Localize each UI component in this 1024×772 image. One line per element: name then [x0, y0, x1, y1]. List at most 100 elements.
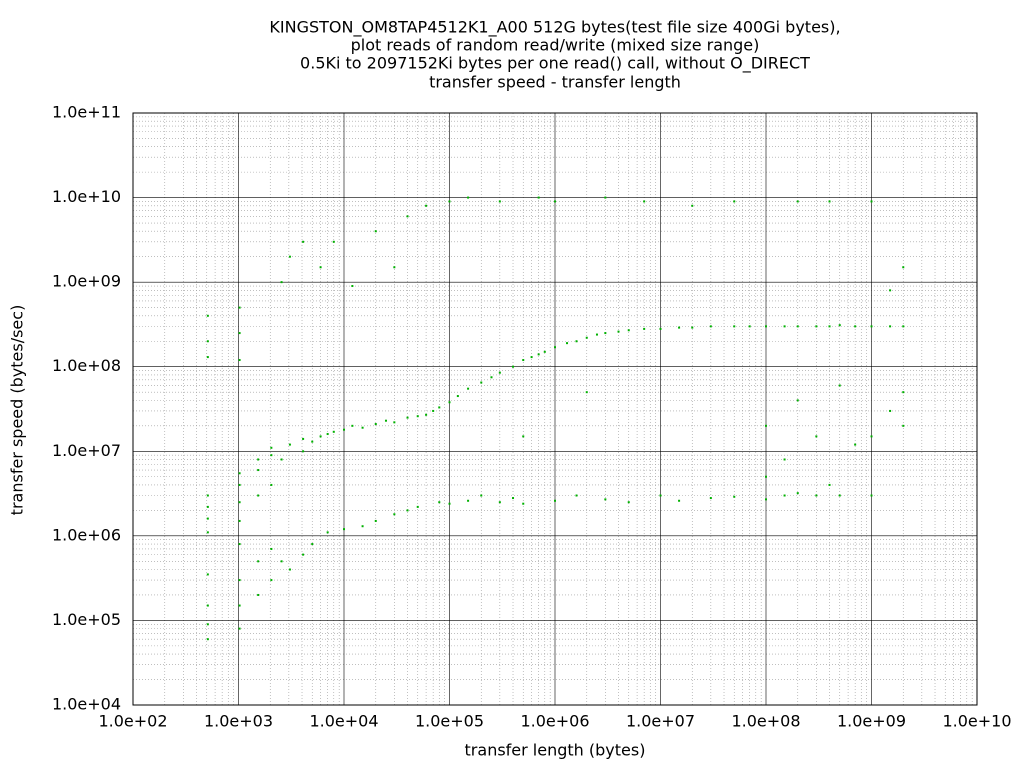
y-axis-label: transfer speed (bytes/sec) [8, 305, 27, 516]
point [604, 332, 607, 335]
point [206, 494, 209, 497]
y-tick-label: 1.0e+10 [52, 187, 121, 206]
point [585, 391, 588, 394]
point [554, 499, 556, 502]
point [270, 454, 273, 457]
point [467, 499, 470, 502]
point [498, 371, 501, 374]
point [512, 497, 515, 500]
point [343, 528, 345, 531]
point [257, 469, 260, 472]
point [448, 502, 451, 505]
point [257, 458, 260, 461]
point [870, 435, 873, 438]
point [480, 494, 483, 497]
point [206, 623, 209, 626]
point [238, 332, 241, 335]
y-tick-label: 1.0e+04 [52, 695, 121, 714]
point [448, 401, 451, 404]
point [765, 424, 767, 427]
point [456, 395, 459, 398]
point [828, 200, 831, 203]
point [617, 330, 620, 333]
point [374, 519, 377, 522]
point [709, 497, 712, 500]
point [659, 494, 662, 497]
point [438, 501, 441, 504]
point [854, 325, 857, 328]
x-tick-label: 1.0e+05 [415, 712, 484, 731]
point [522, 502, 525, 505]
point [627, 329, 630, 332]
point [311, 543, 314, 546]
point [206, 314, 209, 317]
point [709, 325, 712, 328]
point [815, 494, 818, 497]
point [206, 340, 209, 343]
point [838, 384, 841, 387]
x-tick-label: 1.0e+10 [942, 712, 1011, 731]
point [351, 424, 354, 427]
point [691, 326, 694, 329]
chart-title: transfer speed - transfer length [429, 73, 681, 92]
point [796, 492, 799, 495]
point [238, 483, 241, 486]
point [870, 325, 873, 328]
point [302, 240, 305, 243]
point [406, 215, 409, 218]
point [604, 498, 607, 501]
point [691, 204, 694, 207]
point [288, 443, 291, 446]
point [796, 200, 799, 203]
point [604, 196, 607, 199]
point [361, 525, 364, 528]
point [902, 391, 905, 394]
point [406, 416, 409, 419]
point [238, 359, 241, 362]
point [854, 443, 857, 446]
point [319, 435, 322, 438]
point [374, 423, 377, 426]
point [490, 376, 493, 379]
point [406, 509, 409, 512]
point [902, 424, 905, 427]
point [206, 531, 209, 534]
point [302, 450, 305, 453]
point [643, 200, 646, 203]
point [393, 513, 396, 516]
point [206, 517, 209, 520]
point [238, 543, 241, 546]
y-tick-label: 1.0e+09 [52, 272, 121, 291]
point [643, 327, 646, 330]
point [870, 494, 873, 497]
point [238, 604, 241, 607]
point [467, 387, 470, 390]
point [889, 289, 892, 292]
point [537, 196, 540, 199]
chart-title: plot reads of random read/write (mixed s… [351, 36, 760, 55]
x-tick-label: 1.0e+02 [98, 712, 167, 731]
point [351, 285, 354, 288]
x-axis-label: transfer length (bytes) [465, 741, 646, 760]
point [765, 498, 767, 501]
chart-title: 0.5Ki to 2097152Ki bytes per one read() … [300, 54, 810, 74]
point [733, 325, 736, 328]
plot-border [132, 112, 978, 706]
point [288, 255, 291, 258]
point [270, 579, 273, 582]
point [238, 306, 241, 309]
point [815, 435, 818, 438]
point [238, 519, 241, 522]
point [783, 458, 786, 461]
point [238, 627, 241, 630]
y-tick-label: 1.0e+05 [52, 610, 121, 629]
y-tick-label: 1.0e+07 [52, 441, 121, 460]
point [311, 440, 314, 443]
point [257, 494, 260, 497]
point [206, 638, 209, 641]
y-tick-label: 1.0e+06 [52, 525, 121, 544]
point [498, 501, 501, 504]
point [748, 325, 751, 328]
